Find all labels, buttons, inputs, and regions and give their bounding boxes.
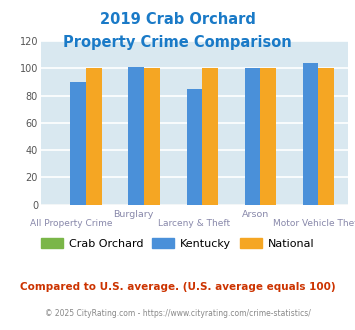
Bar — [144, 69, 160, 205]
Legend: Crab Orchard, Kentucky, National: Crab Orchard, Kentucky, National — [36, 234, 319, 253]
Bar — [260, 69, 276, 205]
Text: Arson: Arson — [242, 210, 269, 218]
Bar — [318, 69, 334, 205]
Bar — [186, 89, 202, 205]
Text: Motor Vehicle Theft: Motor Vehicle Theft — [273, 219, 355, 228]
Bar — [202, 69, 218, 205]
Text: Burglary: Burglary — [113, 210, 153, 218]
Text: Compared to U.S. average. (U.S. average equals 100): Compared to U.S. average. (U.S. average … — [20, 282, 335, 292]
Bar — [86, 69, 102, 205]
Text: Larceny & Theft: Larceny & Theft — [158, 219, 230, 228]
Bar — [245, 69, 260, 205]
Text: © 2025 CityRating.com - https://www.cityrating.com/crime-statistics/: © 2025 CityRating.com - https://www.city… — [45, 309, 310, 317]
Bar — [70, 82, 86, 205]
Text: Property Crime Comparison: Property Crime Comparison — [63, 35, 292, 50]
Text: 2019 Crab Orchard: 2019 Crab Orchard — [99, 12, 256, 26]
Text: All Property Crime: All Property Crime — [30, 219, 113, 228]
Bar — [129, 67, 144, 205]
Bar — [302, 63, 318, 205]
